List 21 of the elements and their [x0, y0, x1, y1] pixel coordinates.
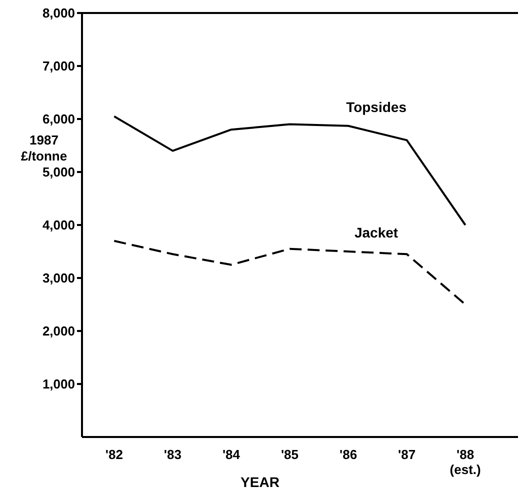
x-tick-label: '84: [222, 447, 241, 462]
y-tick-label: 3,000: [42, 270, 75, 286]
x-tick-label: '87: [398, 447, 416, 462]
y-tick-label: 5,000: [42, 164, 75, 180]
y-axis-title: 1987 £/tonne: [20, 132, 68, 164]
y-tick-label: 1,000: [42, 376, 75, 392]
series-label: Topsides: [346, 98, 407, 115]
x-tick-label: '86: [340, 447, 358, 462]
x-axis-title: YEAR: [240, 474, 280, 490]
y-tick-label: 4,000: [42, 218, 75, 233]
y-tick-label: 7,000: [42, 58, 75, 74]
y-tick-label: 6,000: [42, 112, 75, 127]
x-tick-label: '83: [164, 447, 182, 462]
y-tick-label: 2,000: [42, 324, 75, 339]
x-tick-label: '85: [280, 447, 299, 462]
x-tick-label: '88 (est.): [450, 447, 481, 477]
x-tick-label: '82: [105, 447, 123, 462]
series-label: Jacket: [354, 224, 398, 240]
line-series: [113, 115, 466, 226]
line-series: [113, 240, 466, 306]
y-tick-label: 8,000: [42, 6, 75, 21]
